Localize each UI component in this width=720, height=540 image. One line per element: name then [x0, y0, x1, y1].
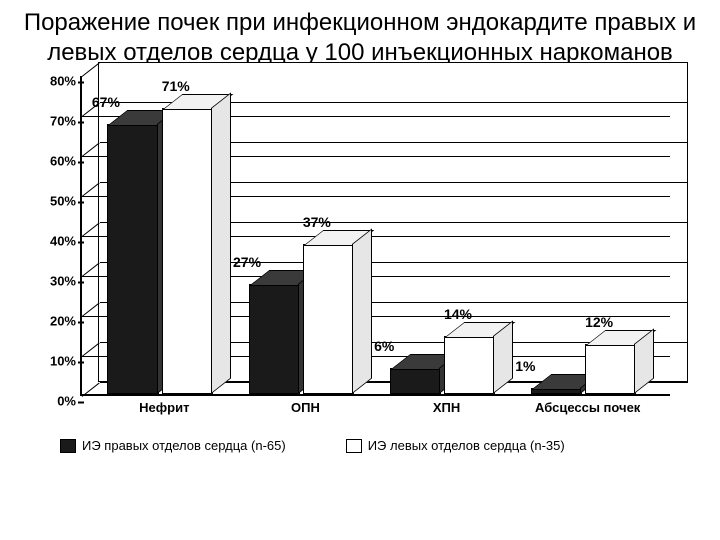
x-label: ОПН: [228, 400, 383, 415]
legend-label: ИЭ правых отделов сердца (n-65): [82, 438, 286, 453]
y-tick: 30%: [32, 274, 76, 289]
grid-line: [100, 62, 688, 63]
bar-front: [249, 284, 300, 394]
bar: [107, 126, 156, 394]
y-tick: 70%: [32, 114, 76, 129]
value-label: 27%: [233, 254, 261, 270]
grid-line: [82, 263, 100, 277]
bar: [162, 110, 211, 394]
grid-line: [82, 343, 100, 357]
bar: [249, 286, 298, 394]
legend-label: ИЭ левых отделов сердца (n-35): [368, 438, 565, 453]
y-tick: 20%: [32, 314, 76, 329]
y-tick: 40%: [32, 234, 76, 249]
x-label: Нефрит: [87, 400, 242, 415]
x-label: ХПН: [369, 400, 524, 415]
y-tick: 10%: [32, 354, 76, 369]
value-label: 14%: [444, 306, 472, 322]
plot: 0%10%20%30%40%50%60%70%80%Нефрит67%71%ОП…: [80, 76, 670, 396]
bar-side: [211, 92, 231, 394]
bar-front: [162, 108, 213, 394]
grid-line: [82, 223, 100, 237]
bar-side: [352, 228, 372, 394]
bar: [585, 346, 634, 394]
bar-front: [585, 344, 636, 394]
value-label: 37%: [303, 214, 331, 230]
legend-swatch-icon: [60, 439, 76, 453]
y-tick: 0%: [32, 394, 76, 409]
bar-front: [107, 124, 158, 394]
grid-line: [82, 303, 100, 317]
value-label: 67%: [92, 94, 120, 110]
legend: ИЭ правых отделов сердца (n-65) ИЭ левых…: [60, 438, 700, 453]
grid-line: [82, 383, 100, 397]
legend-swatch-icon: [346, 439, 362, 453]
x-label: Абсцессы почек: [510, 400, 665, 415]
chart-title: Поражение почек при инфекционном эндокар…: [20, 8, 700, 68]
bar-front: [303, 244, 354, 394]
y-tick: 60%: [32, 154, 76, 169]
bar: [303, 246, 352, 394]
bar-front: [390, 368, 441, 394]
legend-item-1: ИЭ левых отделов сердца (n-35): [346, 438, 565, 453]
value-label: 6%: [374, 338, 394, 354]
y-tick: 80%: [32, 74, 76, 89]
bar-front: [444, 336, 495, 394]
value-label: 71%: [162, 78, 190, 94]
grid-line: [82, 183, 100, 197]
y-tick: 50%: [32, 194, 76, 209]
bar: [390, 370, 439, 394]
value-label: 12%: [585, 314, 613, 330]
value-label: 1%: [515, 358, 535, 374]
legend-item-0: ИЭ правых отделов сердца (n-65): [60, 438, 286, 453]
bar: [444, 338, 493, 394]
chart-area: 0%10%20%30%40%50%60%70%80%Нефрит67%71%ОП…: [80, 76, 670, 396]
grid-line: [82, 143, 100, 157]
bar: [531, 390, 580, 394]
